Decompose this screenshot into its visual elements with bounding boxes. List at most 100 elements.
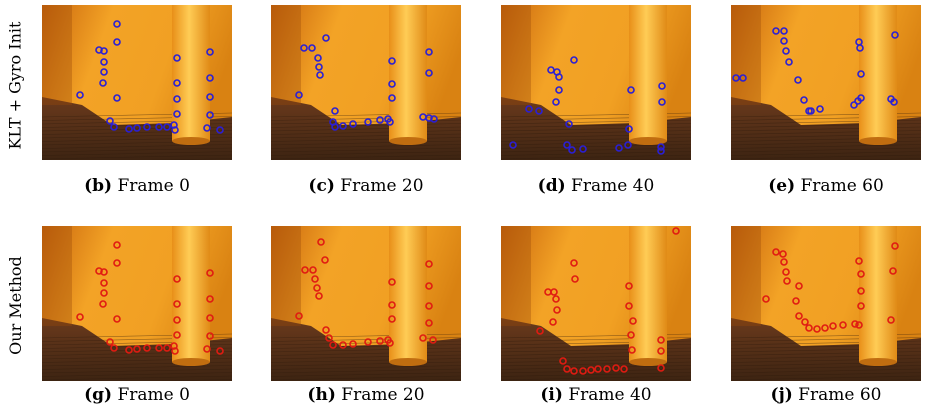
row-label-text: Our Method [5, 255, 25, 355]
pillar [389, 226, 427, 362]
floor-plank [271, 151, 461, 156]
feature-marker [552, 295, 560, 303]
feature-marker [376, 337, 384, 345]
feature-marker [783, 277, 791, 285]
frame-image [42, 5, 232, 160]
feature-marker [339, 341, 347, 349]
feature-marker [388, 57, 396, 65]
frame-scene [731, 5, 921, 160]
floor-plank [731, 144, 921, 149]
floor-plank [271, 333, 461, 339]
feature-marker [315, 63, 323, 71]
feature-marker [203, 345, 211, 353]
subfigure-frame-label: Frame 0 [112, 176, 190, 196]
feature-marker [329, 341, 337, 349]
floor-plank [271, 347, 461, 353]
feature-marker [295, 312, 303, 320]
feature-marker [549, 318, 557, 326]
feature-marker [565, 120, 573, 128]
feature-marker [795, 282, 803, 290]
feature-marker [388, 278, 396, 286]
feature-marker [579, 367, 587, 375]
subfigure-caption: (d) Frame 40 [501, 176, 691, 196]
feature-marker [625, 302, 633, 310]
floor-plank [835, 158, 921, 160]
feature-marker [386, 339, 394, 347]
feature-marker [535, 107, 543, 115]
subfigure-tag: (e) [768, 176, 796, 196]
feature-marker [133, 345, 141, 353]
subfigure-frame-label: Frame 40 [565, 176, 655, 196]
feature-marker [155, 123, 163, 131]
feature-marker [331, 123, 339, 131]
feature-marker [555, 86, 563, 94]
feature-marker [386, 118, 394, 126]
floor-plank [271, 126, 461, 132]
feature-marker [388, 315, 396, 323]
feature-marker [216, 347, 224, 355]
feature-marker [425, 260, 433, 268]
feature-marker [657, 143, 665, 151]
feature-marker [206, 295, 214, 303]
frame-scene [731, 226, 921, 381]
frame-image [42, 226, 232, 381]
subfigure-frame-label: Frame 40 [562, 385, 652, 405]
floor-plank [271, 123, 461, 128]
floor-plank [42, 144, 232, 149]
feature-marker [430, 115, 438, 123]
feature-marker [313, 284, 321, 292]
feature-marker [780, 37, 788, 45]
feature-marker [813, 325, 821, 333]
feature-marker [857, 70, 865, 78]
feature-marker [100, 279, 108, 287]
feature-marker [657, 347, 665, 355]
feature-marker [550, 288, 558, 296]
feature-marker [857, 94, 865, 102]
feature-marker [388, 94, 396, 102]
floor-plank [605, 379, 691, 381]
pillar-base [859, 358, 897, 366]
feature-marker [855, 321, 863, 329]
pillar-base [389, 137, 427, 145]
feature-marker [612, 364, 620, 372]
feature-marker [628, 346, 636, 354]
feature-marker [425, 319, 433, 327]
feature-marker [95, 267, 103, 275]
floor-plank [731, 151, 921, 156]
feature-marker [316, 71, 324, 79]
floor-plank [731, 372, 921, 377]
pillar [172, 5, 210, 141]
feature-marker [309, 266, 317, 274]
feature-marker [536, 327, 544, 335]
feature-marker [627, 86, 635, 94]
subfigure-caption: (j) Frame 60 [731, 385, 921, 405]
floor-plank [271, 365, 461, 370]
feature-marker [570, 367, 578, 375]
feature-marker [857, 287, 865, 295]
feature-marker [563, 141, 571, 149]
feature-marker [779, 250, 787, 258]
feature-marker [364, 118, 372, 126]
feature-marker [657, 147, 665, 155]
feature-marker [425, 114, 433, 122]
floor-plank [271, 116, 461, 121]
feature-marker [133, 124, 141, 132]
floor-plank [271, 372, 461, 377]
floor-plank [731, 147, 921, 153]
feature-marker [301, 266, 309, 274]
floor-plank [271, 137, 461, 142]
feature-marker [203, 124, 211, 132]
feature-marker [429, 336, 437, 344]
feature-marker [801, 318, 809, 326]
feature-marker [795, 312, 803, 320]
feature-marker [170, 121, 178, 129]
feature-marker [322, 326, 330, 334]
feature-marker [800, 96, 808, 104]
feature-marker [587, 366, 595, 374]
feature-marker [772, 248, 780, 256]
floor-plank [375, 158, 461, 160]
corridor-shadow [731, 5, 761, 105]
feature-marker [555, 73, 563, 81]
subfigure-frame-label: Frame 0 [112, 385, 190, 405]
feature-marker [425, 302, 433, 310]
